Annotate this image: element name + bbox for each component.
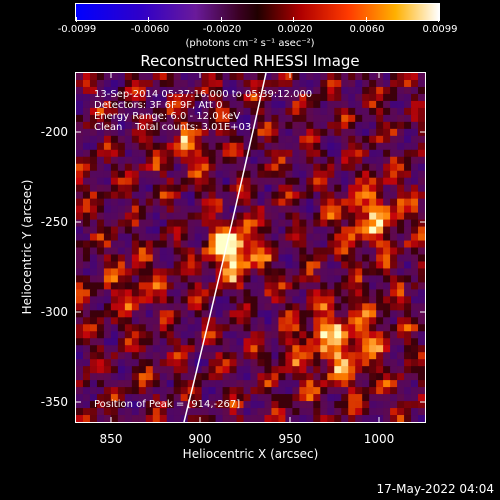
timestamp: 17-May-2022 04:04 — [376, 482, 494, 496]
y-tick-label: -300 — [40, 305, 68, 319]
x-tick-label: 900 — [188, 432, 212, 446]
y-tick-label: -200 — [40, 125, 68, 139]
plot-title: Reconstructed RHESSI Image — [140, 52, 360, 70]
colorbar-gradient — [76, 4, 439, 20]
info-detectors: Detectors: 3F 6F 9F, Att 0 — [94, 100, 223, 111]
colorbar-tick-label: -0.0099 — [57, 24, 97, 35]
solar-limb-curve — [183, 73, 267, 422]
info-energy-range: Energy Range: 6.0 - 12.0 keV — [94, 111, 241, 122]
y-axis-label: Heliocentric Y (arcsec) — [20, 179, 34, 315]
colorbar-units-label: (photons cm⁻² s⁻¹ asec⁻²) — [185, 38, 315, 49]
colorbar-tick-label: 0.0020 — [277, 24, 313, 35]
info-time-range: 13-Sep-2014 05:37:16.000 to 05:39:12.000 — [94, 89, 313, 100]
colorbar — [75, 3, 440, 22]
peak-position-label: Position of Peak = [914,-267] — [94, 399, 241, 410]
image-plot: 13-Sep-2014 05:37:16.000 to 05:39:12.000… — [75, 72, 426, 423]
colorbar-tick-label: 0.0060 — [349, 24, 385, 35]
y-tick-label: -350 — [40, 395, 68, 409]
x-tick-label: 1000 — [363, 432, 395, 446]
x-axis-label: Heliocentric X (arcsec) — [182, 447, 319, 461]
reconstructed-image — [76, 73, 425, 422]
y-tick-label: -250 — [40, 215, 68, 229]
colorbar-tick-label: -0.0060 — [130, 24, 170, 35]
x-tick-label: 950 — [278, 432, 302, 446]
colorbar-tick-label: 0.0099 — [422, 24, 458, 35]
x-tick-label: 850 — [99, 432, 123, 446]
info-clean-counts: Clean Total counts: 3.01E+03 — [94, 122, 252, 133]
colorbar-tick-label: -0.0020 — [202, 24, 242, 35]
